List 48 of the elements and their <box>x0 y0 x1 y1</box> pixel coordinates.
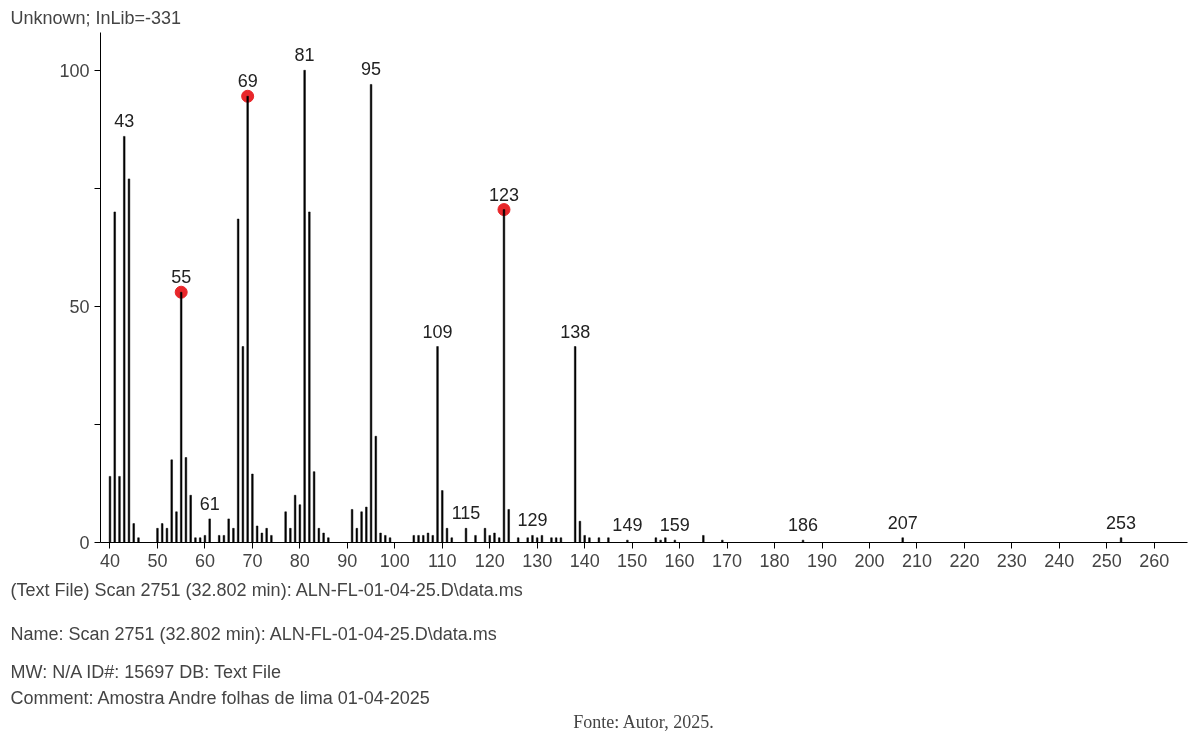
x-tick-label: 170 <box>712 550 743 571</box>
x-tick-label: 190 <box>806 550 838 571</box>
x-tick-label: 60 <box>194 550 215 571</box>
annotation: 129 <box>517 510 548 531</box>
x-tick-label: 130 <box>522 550 553 571</box>
annotation: 207 <box>887 512 918 533</box>
x-tick-label: 160 <box>664 550 695 571</box>
x-tick-label: 220 <box>949 550 980 571</box>
text: Name: Scan 2751 (32.802 min): ALN-FL-01-04-25.D\data.ms <box>10 623 497 644</box>
x-tick-label: 70 <box>242 550 263 571</box>
annotation: 109 <box>422 321 453 342</box>
x-tick-label: 120 <box>474 550 505 571</box>
x-tick-label: 40 <box>99 550 121 571</box>
annotation: 138 <box>560 321 591 342</box>
annotation: 115 <box>451 503 481 524</box>
x-tick-label: 180 <box>759 550 790 571</box>
x-tick-label: 90 <box>337 550 358 571</box>
x-tick-label: 100 <box>379 550 410 571</box>
annotation: 149 <box>612 515 643 536</box>
annotation: 95 <box>361 59 382 80</box>
x-tick-label: 200 <box>854 550 885 571</box>
annotation: 55 <box>171 267 192 288</box>
y-tick-label: 0 <box>79 533 90 553</box>
x-tick-label: 260 <box>1139 550 1170 571</box>
text: Comment: Amostra Andre folhas de lima 01-04-2025 <box>10 687 430 708</box>
annotation: 253 <box>1106 512 1137 533</box>
annotation: 123 <box>488 184 519 205</box>
y-tick-label: 100 <box>59 60 90 81</box>
x-tick-label: 250 <box>1091 550 1122 571</box>
x-tick-label: 150 <box>617 550 648 571</box>
x-tick-label: 50 <box>147 550 168 571</box>
y-tick-label: 50 <box>69 296 90 317</box>
annotation: 69 <box>237 71 258 92</box>
annotation: 61 <box>199 493 220 514</box>
x-tick-label: 230 <box>996 550 1027 571</box>
x-tick-label: 240 <box>1044 550 1075 571</box>
chart-title: Unknown; InLib=-331 <box>10 7 182 28</box>
annotation: 43 <box>114 111 135 132</box>
x-tick-label: 210 <box>901 550 932 571</box>
annotation: 186 <box>788 515 819 536</box>
annotation: 159 <box>659 515 690 536</box>
x-tick-label: 80 <box>289 550 310 571</box>
source-note: Fonte: Autor, 2025. <box>573 711 714 731</box>
text: (Text File) Scan 2751 (32.802 min): ALN-FL-01-04-25.D\data.ms <box>10 579 523 600</box>
x-tick-label: 140 <box>569 550 600 571</box>
x-tick-label: 110 <box>427 550 457 571</box>
text: MW: N/A ID#: 15697 DB: Text File <box>10 661 281 682</box>
annotation: 81 <box>294 45 315 66</box>
